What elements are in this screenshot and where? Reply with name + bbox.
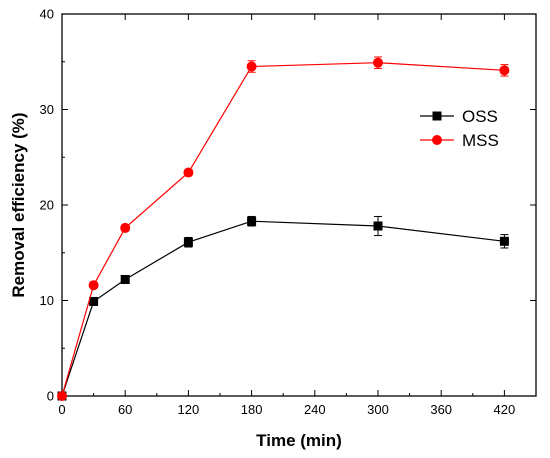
legend: OSS MSS — [420, 107, 499, 150]
series-layer — [57, 56, 510, 401]
y-tick-label: 20 — [40, 198, 54, 213]
series-oss — [57, 215, 509, 401]
mss-point — [120, 222, 131, 233]
legend-marker — [432, 111, 442, 121]
x-tick-label: 120 — [178, 402, 200, 417]
oss-point — [499, 236, 509, 246]
mss-point — [499, 65, 510, 76]
oss-line — [61, 220, 505, 397]
x-tick-label: 60 — [118, 402, 132, 417]
y-tick-label: 10 — [40, 293, 54, 308]
mss-point — [373, 57, 383, 68]
x-tick-label: 240 — [304, 402, 326, 417]
y-tick-label: 40 — [40, 7, 54, 22]
mss-point — [57, 391, 67, 401]
x-tick-label: 180 — [241, 402, 263, 417]
legend-label: OSS — [462, 107, 498, 126]
y-axis: 0 10 20 30 40 — [40, 7, 536, 404]
legend-item-oss: OSS — [420, 107, 498, 126]
x-tick-label: 360 — [430, 402, 452, 417]
x-tick-label: 0 — [58, 402, 65, 417]
x-axis-title: Time (min) — [256, 431, 342, 450]
oss-point — [247, 216, 257, 226]
y-axis-title: Removal efficiency (%) — [9, 112, 28, 297]
series-mss — [57, 56, 510, 401]
x-tick-label: 420 — [494, 402, 516, 417]
plot-frame — [61, 13, 537, 397]
legend-label: MSS — [462, 131, 499, 150]
legend-marker — [432, 135, 442, 145]
mss-point — [183, 167, 194, 178]
oss-point — [120, 274, 130, 284]
oss-point — [373, 221, 383, 231]
plot-area — [61, 13, 537, 397]
legend-item-mss: MSS — [420, 131, 499, 150]
mss-point — [246, 61, 257, 72]
y-tick-label: 0 — [47, 389, 54, 404]
mss-point — [88, 280, 99, 291]
oss-point — [183, 237, 193, 247]
x-axis: 0 60 120 180 240 300 360 420 — [58, 14, 515, 417]
y-tick-label: 30 — [40, 102, 54, 117]
x-tick-label: 300 — [367, 402, 389, 417]
oss-point — [89, 296, 99, 306]
